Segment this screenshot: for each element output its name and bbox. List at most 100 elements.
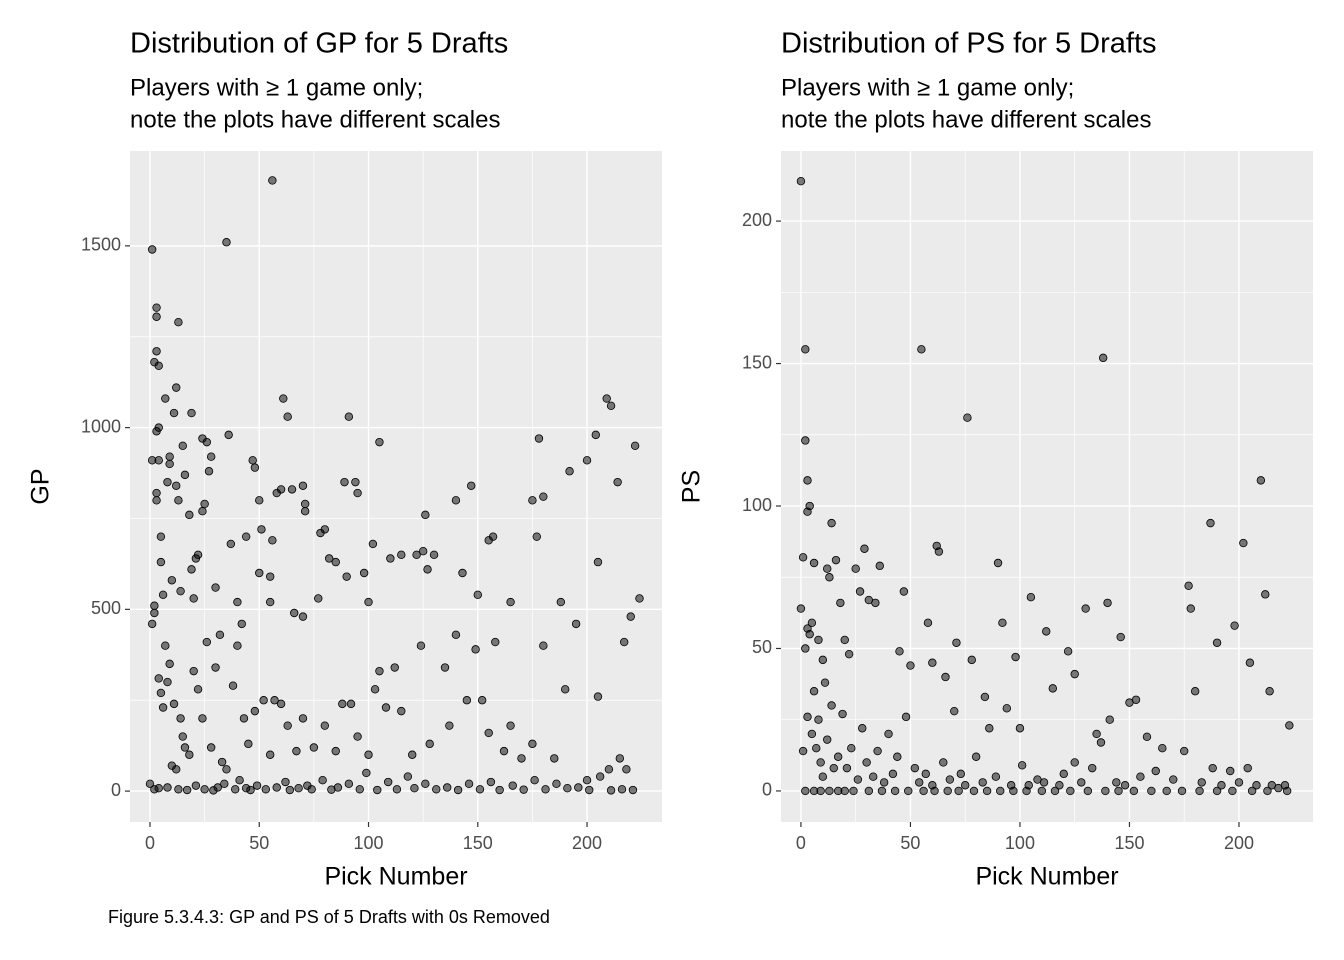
point (829, 763, 838, 773)
point (331, 557, 340, 567)
point (202, 437, 212, 447)
point (191, 781, 201, 790)
point (820, 678, 830, 687)
point (300, 499, 310, 509)
point (827, 518, 836, 528)
point (945, 775, 955, 784)
point (279, 394, 288, 403)
point (818, 772, 828, 781)
point (1081, 604, 1090, 613)
point (1009, 786, 1018, 796)
point (174, 318, 183, 327)
x-tick-label: 150 (1114, 833, 1144, 853)
point (963, 413, 972, 422)
point (257, 525, 266, 534)
point (1243, 763, 1252, 773)
point (392, 785, 402, 794)
point (340, 477, 349, 487)
point (1070, 669, 1079, 679)
chart-title: Distribution of GP for 5 Drafts (130, 28, 508, 60)
point (628, 785, 638, 795)
point (1002, 704, 1012, 713)
point (499, 746, 509, 756)
point (300, 507, 310, 516)
point (956, 769, 966, 779)
point (488, 532, 498, 541)
point (1184, 581, 1193, 590)
y-axis-title: PS (678, 470, 706, 503)
point (619, 637, 629, 647)
y-tick-label: 1000 (81, 416, 121, 436)
point (397, 706, 406, 716)
point (239, 714, 249, 723)
point (534, 434, 544, 443)
point (888, 769, 898, 779)
point (172, 383, 181, 392)
point (842, 763, 852, 773)
point (1190, 687, 1200, 696)
chart-subtitle: note the plots have different scales (781, 106, 1151, 133)
point (178, 441, 187, 450)
point (539, 641, 548, 650)
point (1129, 786, 1139, 796)
point (844, 649, 854, 659)
y-tick-label: 50 (752, 637, 772, 657)
point (362, 768, 371, 778)
point (147, 619, 157, 629)
point (1186, 604, 1195, 613)
point (298, 714, 308, 723)
point (202, 637, 212, 647)
point (836, 598, 845, 608)
point (615, 754, 625, 763)
caption: Figure 5.3.4.3: GP and PS of 5 Drafts wi… (108, 907, 550, 927)
point (801, 436, 810, 445)
point (373, 785, 382, 795)
point (172, 765, 181, 774)
point (1120, 781, 1130, 790)
point (798, 553, 808, 562)
point (993, 558, 1003, 568)
point (860, 544, 869, 553)
point (528, 739, 537, 749)
point (560, 685, 570, 694)
point (1114, 786, 1123, 796)
point (154, 423, 163, 432)
point (355, 785, 364, 794)
point (801, 644, 810, 653)
point (353, 488, 362, 498)
point (833, 752, 843, 761)
point (552, 779, 561, 789)
point (517, 754, 526, 763)
point (814, 715, 823, 724)
point (595, 772, 605, 781)
point (814, 635, 823, 645)
point (923, 618, 933, 628)
point (383, 777, 393, 787)
point (851, 564, 860, 573)
point (473, 590, 482, 600)
point (231, 785, 240, 794)
point (1197, 778, 1206, 787)
point (176, 714, 185, 723)
point (805, 630, 814, 639)
point (410, 783, 419, 793)
point (163, 783, 172, 792)
point (421, 510, 430, 520)
point (1162, 786, 1171, 796)
y-tick-label: 200 (742, 210, 772, 230)
point (591, 430, 600, 440)
point (161, 394, 170, 403)
point (541, 785, 550, 794)
point (960, 781, 970, 790)
point (825, 786, 834, 796)
point (193, 685, 203, 694)
point (270, 696, 279, 705)
point (904, 786, 913, 796)
point (582, 775, 592, 785)
point (206, 743, 216, 752)
point (849, 786, 858, 796)
point (1011, 652, 1020, 662)
point (375, 437, 384, 447)
point (145, 779, 155, 789)
point (281, 777, 290, 787)
